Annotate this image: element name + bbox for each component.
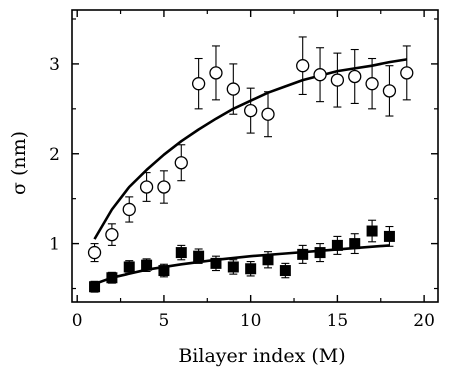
filled-square-point [297, 248, 309, 260]
filled-square-point [210, 257, 222, 269]
y-axis-ticks: 1 2 3 [49, 18, 438, 290]
open-circle-point [400, 66, 414, 80]
filled-square-point [193, 250, 205, 262]
filled-square-point [158, 265, 170, 277]
x-axis-title: Bilayer index (M) [178, 345, 345, 367]
open-circle-point [261, 107, 275, 121]
open-circle-point [330, 73, 345, 87]
open-circle-point [122, 202, 136, 217]
plot-border [71, 9, 439, 303]
open-circle-point [191, 77, 206, 91]
open-circle-point [174, 156, 188, 170]
open-circle-point [105, 227, 119, 242]
fit-curve-2 [94, 244, 390, 286]
open-circle-point [87, 245, 102, 260]
x-tick-label: 0 [72, 311, 83, 331]
open-circle-point [139, 180, 154, 194]
x-tick-label: 15 [327, 311, 349, 331]
filled-square-point [89, 281, 101, 293]
filled-square-point [245, 263, 257, 275]
filled-square-point [366, 225, 378, 237]
filled-square-point [279, 265, 291, 277]
y-tick-label: 3 [49, 55, 60, 75]
open-circle-point [313, 68, 327, 82]
x-axis-ticks: 0 5 10 15 20 [72, 10, 435, 331]
filled-square-point [314, 247, 326, 259]
filled-square-point [175, 247, 187, 259]
open-circle-point [209, 66, 223, 80]
fit-curve-1 [93, 58, 407, 240]
y-tick-label: 2 [49, 145, 60, 165]
filled-square-point [349, 238, 361, 250]
x-tick-label: 5 [159, 311, 170, 331]
x-tick-label: 20 [413, 311, 435, 331]
open-circle-point [296, 59, 310, 73]
x-tick-label: 10 [240, 311, 262, 331]
open-circle-point [244, 103, 258, 118]
open-circle-point [382, 84, 397, 98]
filled-square-point [227, 261, 239, 273]
filled-square-point [262, 254, 274, 266]
data-markers [87, 59, 414, 293]
y-axis-title: σ (nm) [8, 131, 30, 195]
filled-square-point [331, 239, 343, 251]
open-circle-point [348, 69, 362, 84]
filled-square-point [141, 259, 153, 271]
filled-square-point [106, 272, 118, 284]
open-circle-point [226, 82, 240, 96]
plot-frame [71, 9, 439, 303]
open-circle-point [365, 77, 379, 91]
filled-square-point [383, 230, 395, 242]
error-bars [90, 36, 411, 293]
filled-square-point [123, 261, 135, 273]
y-tick-label: 1 [49, 235, 60, 255]
open-circle-point [157, 180, 171, 194]
